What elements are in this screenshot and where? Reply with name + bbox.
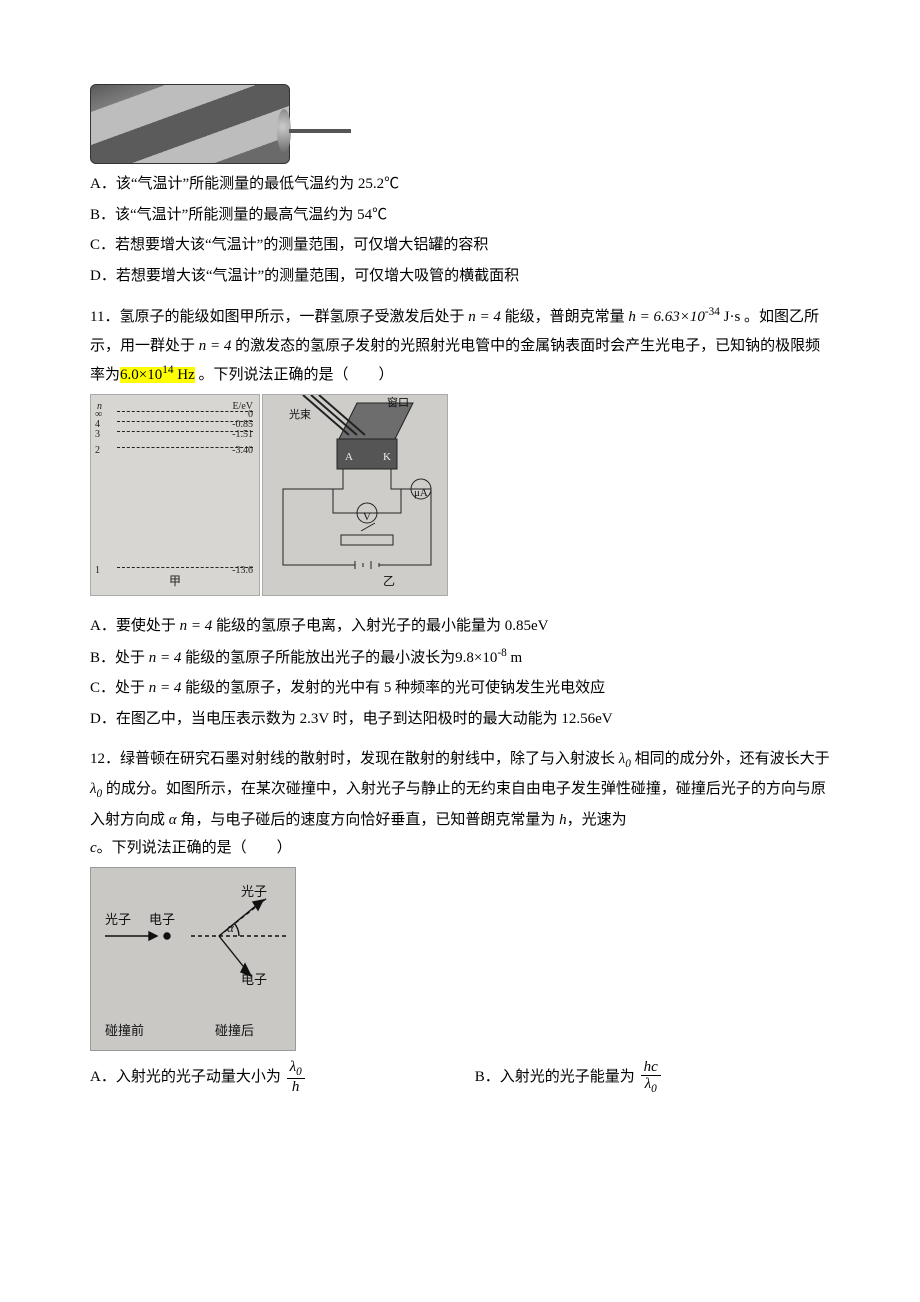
energy-level-e: -3.40 [232,441,253,460]
q12-p5: ，光速为 [567,812,627,828]
q12-option-b: B．入射光的光子能量为 hc λ0 [475,1059,830,1096]
q11-label-V: V [363,507,371,528]
q11-freq-highlight: 6.0×1014 Hz [120,367,195,383]
q12-lbl-after: 碰撞后 [215,1019,254,1044]
q11-number: 11． [90,309,119,325]
q11-n4-a: n = 4 [468,309,501,325]
q12-option-a: A．入射光的光子动量大小为 λ0 h [90,1059,475,1096]
q12-c: c [90,840,97,856]
q11-p5: 。下列说法正确的是（ ） [195,367,394,383]
q11-b-exp: -8 [497,647,506,659]
q11-label-K: K [383,447,391,468]
q11-n4-b: n = 4 [199,338,232,354]
q11-intro: 11．氢原子的能级如图甲所示，一群氢原子受激发后处于 n = 4 能级，普朗克常… [90,302,830,390]
q11-label-A: A [345,447,353,468]
q12-a-text: A．入射光的光子动量大小为 [90,1069,281,1085]
q11-label-window: 窗口 [387,393,409,414]
q12-intro: 12．绿普顿在研究石墨对射线的散射时，发现在散射的射线中，除了与入射波长 λ0 … [90,745,830,863]
q12-lbl-electron-before: 电子 [149,908,175,933]
q10-figure-can [90,84,290,164]
energy-level-n: 2 [95,441,100,460]
q11-freq-pre: 6.0×10 [120,367,162,383]
q12-h: h [559,812,567,828]
q11-p1: 氢原子的能级如图甲所示，一群氢原子受激发后处于 [119,309,468,325]
q11-p2: 能级，普朗克常量 [501,309,629,325]
q11-freq-unit: Hz [173,367,194,383]
q12-figure: 光子 电子 光子 电子 α 碰撞前 碰撞后 [90,867,830,1051]
energy-level-n: 1 [95,561,100,580]
q12-b-text: B．入射光的光子能量为 [475,1069,635,1085]
q12-b-frac: hc λ0 [641,1059,661,1096]
q10-option-a: A．该“气温计”所能测量的最低气温约为 25.2℃ [90,170,830,199]
q11-h-exp: -34 [705,306,720,318]
q11-energy-level-diagram: n E/eV 甲 ∞04-0.853-1.512-3.401-13.6 [90,394,260,596]
q12-lbl-before: 碰撞前 [105,1019,144,1044]
q12-p2: 相同的成分外，还有波长大于 [631,751,830,767]
q11-c-n4: n = 4 [149,680,182,696]
q12-p6: 。下列说法正确的是（ ） [97,840,292,856]
q12-p4: 角，与电子碰后的速度方向恰好垂直，已知普朗克常量为 [177,812,560,828]
q12-number: 12． [90,751,120,767]
q12-lbl-alpha: α [227,916,234,941]
q10-option-d: D．若想要增大该“气温计”的测量范围，可仅增大吸管的横截面积 [90,262,830,291]
q10-option-b: B．该“气温计”所能测量的最高气温约为 54℃ [90,201,830,230]
q11-c-pre: C．处于 [90,680,149,696]
q12-options-row: A．入射光的光子动量大小为 λ0 h B．入射光的光子能量为 hc λ0 [90,1057,830,1098]
q11-freq-exp: 14 [162,364,173,376]
q12-lbl-electron-after: 电子 [241,968,267,993]
q11-option-b: B．处于 n = 4 能级的氢原子所能放出光子的最小波长为9.8×10-8 m [90,643,830,673]
q12-lbl-photon-before: 光子 [105,908,131,933]
q11-b-unit: m [507,650,522,666]
q12-p1: 绿普顿在研究石墨对射线的散射时，发现在散射的射线中，除了与入射波长 [120,751,619,767]
q11-label-uA: μA [414,483,428,504]
q11-label-beam: 光束 [289,405,311,426]
q11-b-n4: n = 4 [149,650,182,666]
q12-alpha: α [169,812,177,828]
q11-fig-caption-right: 乙 [383,570,395,593]
q11-b-mid: 能级的氢原子所能放出光子的最小波长为 [181,650,455,666]
q11-option-c: C．处于 n = 4 能级的氢原子，发射的光中有 5 种频率的光可使钠发生光电效… [90,674,830,703]
q11-h-unit: J·s [720,309,740,325]
q11-option-a: A．要使处于 n = 4 能级的氢原子电离，入射光子的最小能量为 0.85eV [90,612,830,641]
q11-b-pre: B．处于 [90,650,149,666]
q11-c-mid: 能级的氢原子，发射的光中有 5 种频率的光可使钠发生光电效应 [181,680,605,696]
q11-a-mid: 能级的氢原子电离，入射光子的最小能量为 0.85eV [212,618,548,634]
q11-option-d: D．在图乙中，当电压表示数为 2.3V 时，电子到达阳极时的最大动能为 12.5… [90,705,830,734]
energy-level-line [117,411,253,412]
q11-figure: n E/eV 甲 ∞04-0.853-1.512-3.401-13.6 [90,394,830,607]
q11-b-val: 9.8×10 [455,650,497,666]
q11-circuit-diagram: 光束 窗口 A K V μA 乙 [262,394,448,596]
q11-h: h = 6.63×10 [628,309,705,325]
q11-a-pre: A．要使处于 [90,618,180,634]
q12-lbl-photon-after: 光子 [241,880,267,905]
q10-option-c: C．若想要增大该“气温计”的测量范围，可仅增大铝罐的容积 [90,231,830,260]
q12-lam0-b: λ0 [90,781,102,797]
q10-figure [90,84,830,164]
energy-level-e: -13.6 [232,561,253,580]
q11-a-n4: n = 4 [180,618,213,634]
q12-lam0-a: λ0 [619,751,631,767]
q12-a-frac: λ0 h [287,1059,305,1096]
